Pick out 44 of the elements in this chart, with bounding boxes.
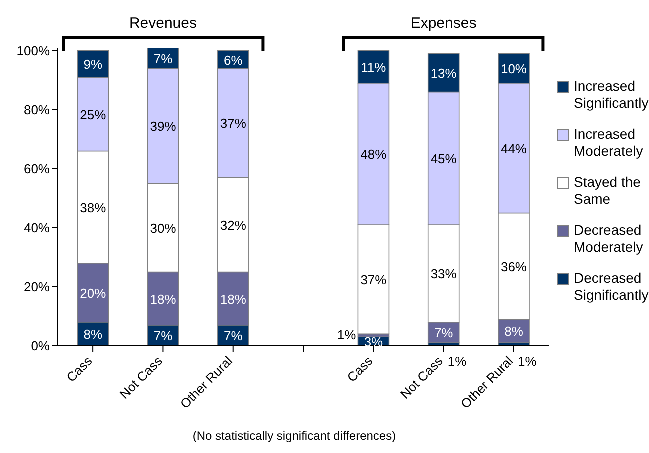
data-label: 8% — [84, 327, 103, 342]
data-label: 8% — [504, 324, 524, 340]
data-label: 37% — [360, 272, 388, 288]
data-label: 48% — [360, 147, 388, 162]
legend-label: Increased Moderately — [574, 126, 644, 160]
data-label: 38% — [80, 200, 107, 216]
data-label: 3% — [364, 334, 384, 350]
text: Expenses — [410, 15, 478, 32]
data-label: 45% — [430, 152, 458, 167]
data-label: 10% — [500, 62, 528, 77]
data-label: 37% — [220, 116, 247, 132]
data-label: 1% — [518, 354, 538, 369]
data-label: 7% — [154, 51, 174, 66]
data-label: 11% — [361, 60, 387, 76]
data-label: 9% — [84, 57, 103, 72]
y-tick-label: 0% — [31, 338, 50, 354]
legend-label: Stayed the Same — [574, 174, 642, 208]
data-label: 20% — [80, 286, 107, 301]
data-label: 36% — [500, 259, 528, 274]
y-tick-label: 60% — [24, 162, 50, 177]
data-label: 7% — [434, 326, 454, 341]
data-label: 30% — [150, 220, 177, 236]
data-label: 13% — [430, 66, 458, 82]
y-tick-label: 20% — [24, 280, 50, 295]
data-label: 6% — [224, 52, 244, 68]
data-label: 7% — [154, 328, 174, 344]
data-label: 33% — [430, 266, 458, 282]
data-label: 1% — [448, 354, 468, 369]
y-tick-label: 100% — [16, 44, 50, 59]
legend-label: Decreased Significantly — [574, 270, 649, 304]
data-label: 18% — [220, 292, 247, 307]
data-label: 18% — [150, 292, 177, 307]
data-label: 44% — [500, 141, 528, 156]
text: (No statistically significant differences) — [192, 429, 398, 443]
legend-label: Decreased Moderately — [574, 222, 644, 256]
data-label: 39% — [150, 119, 177, 134]
data-label: 7% — [224, 328, 244, 344]
text: Revenues — [128, 15, 198, 32]
y-tick-label: 80% — [24, 102, 50, 118]
y-tick-label: 40% — [24, 220, 50, 236]
data-label: 32% — [220, 218, 247, 234]
data-label: 25% — [80, 107, 107, 122]
legend-label: Increased Significantly — [574, 78, 649, 112]
data-label: 1% — [337, 328, 357, 343]
